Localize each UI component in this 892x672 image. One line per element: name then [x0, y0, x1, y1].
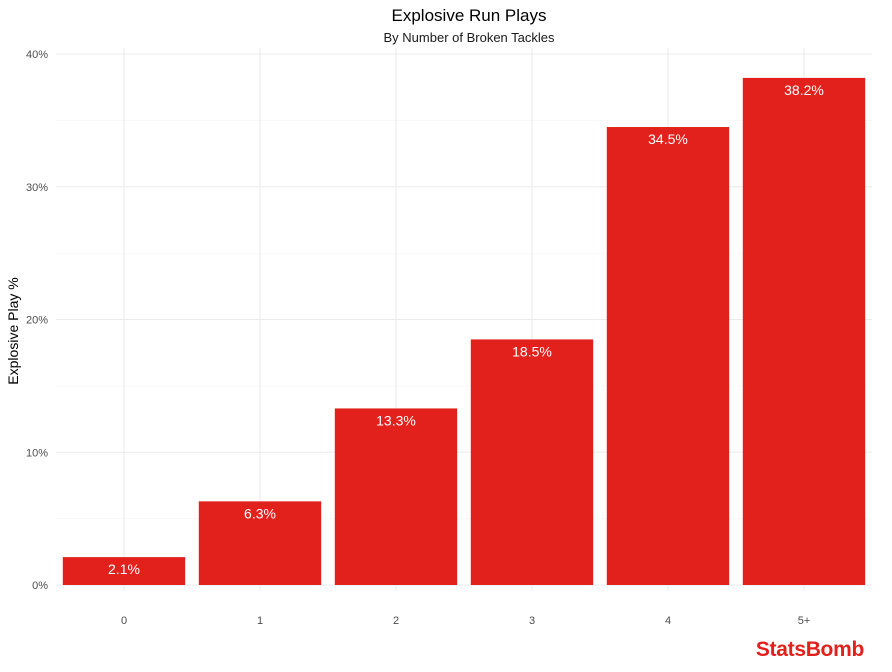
statsbomb-logo: StatsBomb	[755, 638, 864, 661]
data-label: 2.1%	[108, 561, 140, 577]
data-labels: 2.1% 6.3% 13.3% 18.5% 34.5% 38.2%	[108, 82, 824, 577]
x-tick-label: 2	[393, 615, 399, 627]
y-tick-label: 0%	[32, 580, 48, 592]
x-tick-label: 3	[529, 615, 535, 627]
x-tick-label: 5+	[798, 615, 811, 627]
y-tick-label: 30%	[26, 182, 48, 194]
data-label: 6.3%	[244, 505, 276, 521]
data-label: 38.2%	[784, 82, 824, 98]
y-axis-ticks: 0% 10% 20% 30% 40%	[26, 49, 48, 592]
chart-title: Explosive Run Plays	[392, 6, 547, 25]
data-label: 18.5%	[512, 343, 552, 359]
bar-1	[198, 501, 322, 585]
x-axis-ticks: 0 1 2 3 4 5+	[121, 615, 810, 627]
y-tick-label: 20%	[26, 315, 48, 327]
bar-4	[606, 127, 730, 585]
bar-0	[62, 557, 186, 585]
chart-subtitle: By Number of Broken Tackles	[384, 30, 555, 45]
bar-5+	[742, 77, 866, 586]
y-tick-label: 40%	[26, 49, 48, 61]
bars	[62, 77, 866, 586]
y-axis-title: Explosive Play %	[5, 277, 21, 384]
y-tick-label: 10%	[26, 447, 48, 459]
x-tick-label: 4	[665, 615, 671, 627]
x-tick-label: 0	[121, 615, 127, 627]
bar-3	[470, 339, 594, 585]
x-tick-label: 1	[257, 615, 263, 627]
bar-2	[334, 408, 458, 585]
data-label: 13.3%	[376, 412, 416, 428]
data-label: 34.5%	[648, 131, 688, 147]
